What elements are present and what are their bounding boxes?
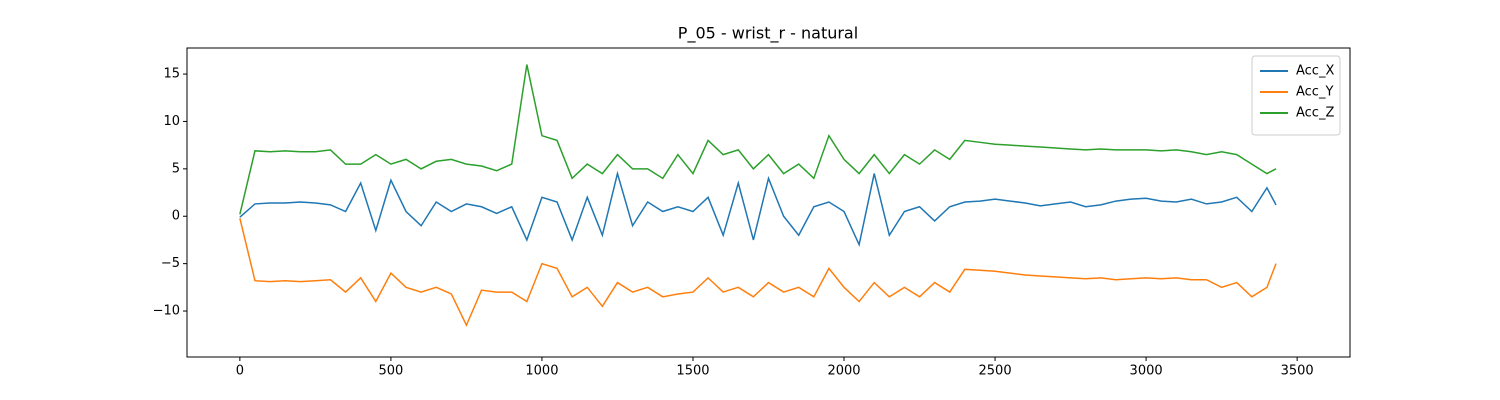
data-line xyxy=(239,170,1277,248)
data-line xyxy=(239,217,1277,328)
y-tick-label: 15 xyxy=(163,67,180,82)
x-tick-label: 2500 xyxy=(979,364,1012,379)
legend-label: Acc_X xyxy=(1296,64,1334,79)
y-tick-label: 5 xyxy=(172,161,180,176)
chart-title: P_05 - wrist_r - natural xyxy=(678,24,858,44)
x-tick-label: 1000 xyxy=(525,364,558,379)
x-tick-label: 3500 xyxy=(1281,364,1314,379)
x-tick-label: 500 xyxy=(378,364,403,379)
legend-box xyxy=(1251,55,1341,136)
x-tick-label: 0 xyxy=(236,364,244,379)
y-tick-label: 10 xyxy=(163,114,180,129)
legend-label: Acc_Y xyxy=(1296,85,1333,100)
x-tick-label: 1500 xyxy=(676,364,709,379)
legend-label: Acc_Z xyxy=(1296,106,1334,121)
y-tick-label: −5 xyxy=(161,256,180,271)
plot-frame xyxy=(186,47,1351,358)
y-tick-label: −10 xyxy=(153,304,180,319)
x-tick-label: 3000 xyxy=(1130,364,1163,379)
y-tick-label: 0 xyxy=(172,209,180,224)
data-line xyxy=(239,64,1277,215)
x-tick-label: 2000 xyxy=(827,364,860,379)
